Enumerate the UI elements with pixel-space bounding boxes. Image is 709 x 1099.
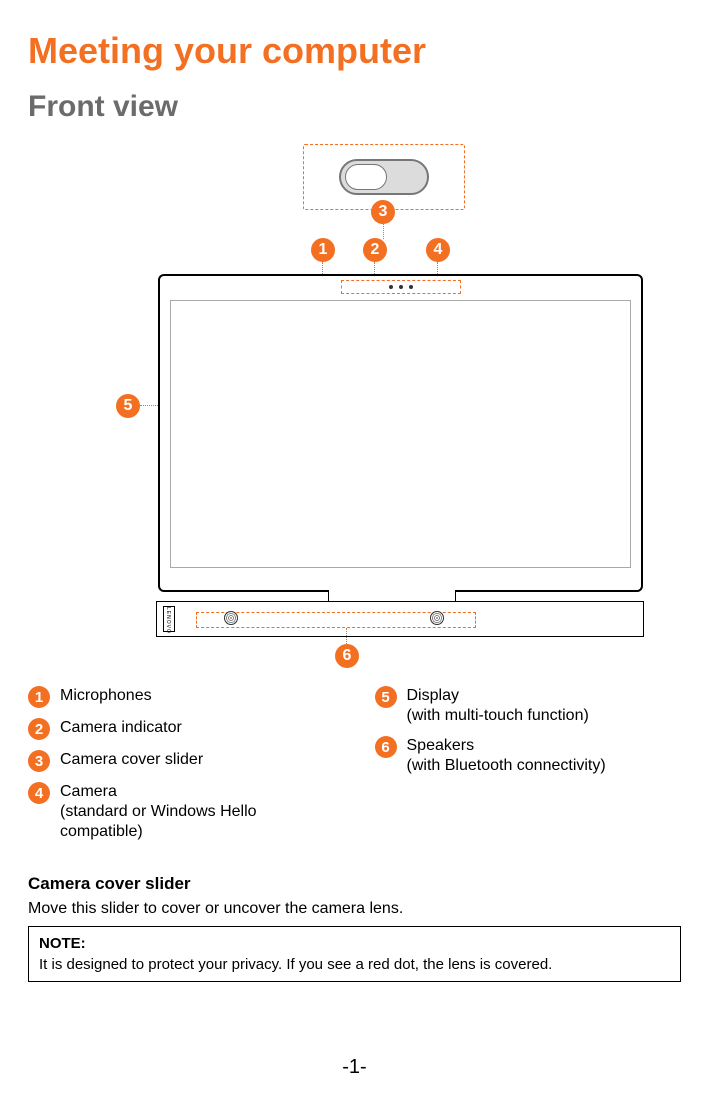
slider-text: Move this slider to cover or uncover the… (28, 900, 681, 918)
camera-dot-icon (399, 285, 403, 289)
callout-2: 2 (363, 238, 387, 262)
callout-3: 3 (371, 200, 395, 224)
legend-label-4-main: Camera (60, 783, 117, 800)
slider-heading: Camera cover slider (28, 874, 681, 894)
legend-item-1: 1 Microphones (28, 686, 335, 708)
page-number: -1- (0, 1056, 709, 1079)
section-title: Front view (28, 90, 681, 124)
callout-4: 4 (426, 238, 450, 262)
legend-num-6: 6 (375, 736, 397, 758)
mic-dot-icon (389, 285, 393, 289)
camera-slider-knob (345, 164, 387, 190)
legend: 1 Microphones 2 Camera indicator 3 Camer… (28, 686, 681, 852)
legend-label-6-main: Speakers (407, 737, 475, 754)
callout-6: 6 (335, 644, 359, 668)
legend-label-6: Speakers (with Bluetooth connectivity) (407, 736, 606, 776)
legend-col-right: 5 Display (with multi-touch function) 6 … (375, 686, 682, 852)
legend-num-4: 4 (28, 782, 50, 804)
legend-num-1: 1 (28, 686, 50, 708)
note-label: NOTE: (39, 933, 670, 954)
legend-label-4: Camera (standard or Windows Hello compat… (60, 782, 335, 842)
sensor-dot-icon (409, 285, 413, 289)
note-box: NOTE: It is designed to protect your pri… (28, 926, 681, 982)
legend-num-5: 5 (375, 686, 397, 708)
camera-strip (341, 280, 461, 294)
page-title: Meeting your computer (28, 30, 681, 72)
legend-label-2: Camera indicator (60, 718, 182, 738)
legend-label-5: Display (with multi-touch function) (407, 686, 589, 726)
speaker-right-icon (430, 611, 444, 625)
legend-item-3: 3 Camera cover slider (28, 750, 335, 772)
callout-5: 5 (116, 394, 140, 418)
legend-label-3: Camera cover slider (60, 750, 203, 770)
callout-1: 1 (311, 238, 335, 262)
legend-item-4: 4 Camera (standard or Windows Hello comp… (28, 782, 335, 842)
legend-label-5-main: Display (407, 687, 459, 704)
legend-label-1: Microphones (60, 686, 152, 706)
note-text: It is designed to protect your privacy. … (39, 956, 552, 973)
front-view-diagram: 3 1 2 4 5 LENOVO 6 (28, 144, 681, 664)
speaker-left-icon (224, 611, 238, 625)
legend-num-3: 3 (28, 750, 50, 772)
legend-item-5: 5 Display (with multi-touch function) (375, 686, 682, 726)
legend-label-6-sub: (with Bluetooth connectivity) (407, 756, 606, 776)
legend-num-2: 2 (28, 718, 50, 740)
monitor-outline (158, 274, 643, 592)
legend-item-2: 2 Camera indicator (28, 718, 335, 740)
legend-label-4-sub: (standard or Windows Hello compatible) (60, 802, 335, 842)
display-area (170, 300, 631, 568)
legend-col-left: 1 Microphones 2 Camera indicator 3 Camer… (28, 686, 335, 852)
legend-label-5-sub: (with multi-touch function) (407, 706, 589, 726)
brand-label: LENOVO (163, 606, 175, 632)
camera-slider-body (339, 159, 429, 195)
legend-item-6: 6 Speakers (with Bluetooth connectivity) (375, 736, 682, 776)
